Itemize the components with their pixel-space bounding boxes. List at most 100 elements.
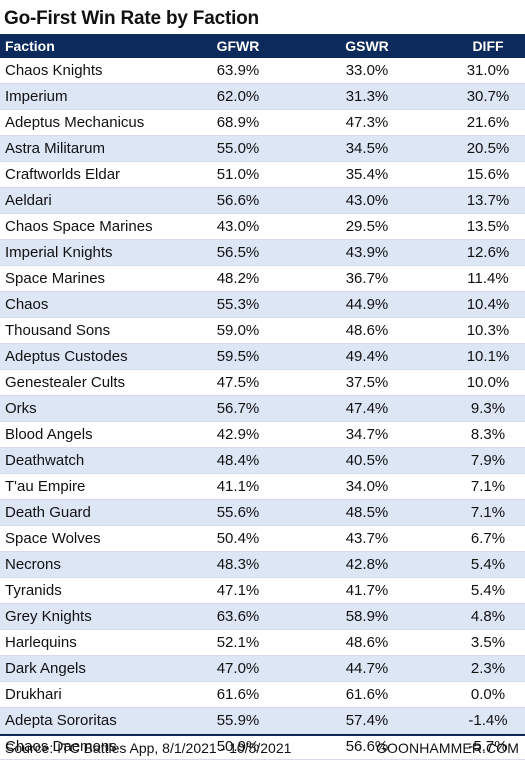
diff-cell: 9.3% (446, 395, 525, 422)
faction-cell: Grey Knights (0, 603, 188, 630)
faction-cell: T'au Empire (0, 473, 188, 500)
gfwr-cell: 68.9% (188, 109, 288, 136)
source-note: Source: ITC Battles App, 8/1/2021 - 10/5… (5, 740, 292, 756)
diff-cell: 13.5% (446, 213, 525, 240)
faction-cell: Aeldari (0, 187, 188, 214)
diff-cell: 10.4% (446, 291, 525, 318)
gswr-cell: 58.9% (288, 603, 446, 630)
gswr-cell: 48.6% (288, 317, 446, 344)
gfwr-cell: 56.5% (188, 239, 288, 266)
faction-cell: Blood Angels (0, 421, 188, 448)
table-row: Blood Angels 42.9% 34.7% 8.3% (0, 421, 525, 448)
table-row: Imperium 62.0% 31.3% 30.7% (0, 83, 525, 110)
table-row: Harlequins 52.1% 48.6% 3.5% (0, 629, 525, 656)
faction-cell: Space Wolves (0, 525, 188, 552)
gswr-cell: 36.7% (288, 265, 446, 292)
gfwr-cell: 61.6% (188, 681, 288, 708)
diff-cell: 4.8% (446, 603, 525, 630)
table-row: Adeptus Mechanicus 68.9% 47.3% 21.6% (0, 109, 525, 136)
table-row: Death Guard 55.6% 48.5% 7.1% (0, 499, 525, 526)
gswr-cell: 40.5% (288, 447, 446, 474)
gswr-cell: 37.5% (288, 369, 446, 396)
gfwr-cell: 42.9% (188, 421, 288, 448)
faction-win-rate-table: Faction GFWR GSWR DIFF Chaos Knights 63.9… (0, 34, 525, 760)
table-row: Chaos Space Marines 43.0% 29.5% 13.5% (0, 213, 525, 240)
gswr-cell: 47.4% (288, 395, 446, 422)
faction-cell: Orks (0, 395, 188, 422)
gswr-cell: 42.8% (288, 551, 446, 578)
table-row: Chaos Knights 63.9% 33.0% 31.0% (0, 58, 525, 84)
diff-cell: 7.1% (446, 473, 525, 500)
faction-cell: Imperium (0, 83, 188, 110)
diff-cell: -5.7% (446, 733, 525, 760)
gswr-cell: 48.5% (288, 499, 446, 526)
gfwr-cell: 55.6% (188, 499, 288, 526)
faction-cell: Adeptus Custodes (0, 343, 188, 370)
diff-cell: 5.4% (446, 551, 525, 578)
table-body: Chaos Knights 63.9% 33.0% 31.0% Imperium 62.0… (0, 58, 525, 760)
gswr-cell: 33.0% (288, 58, 446, 84)
gswr-cell: 29.5% (288, 213, 446, 240)
gfwr-cell: 55.9% (188, 707, 288, 734)
gswr-cell: 34.7% (288, 421, 446, 448)
gswr-cell: 34.5% (288, 135, 446, 162)
gfwr-cell: 47.5% (188, 369, 288, 396)
table-row: Thousand Sons 59.0% 48.6% 10.3% (0, 317, 525, 344)
diff-cell: 13.7% (446, 187, 525, 214)
table-row: Adeptus Custodes 59.5% 49.4% 10.1% (0, 343, 525, 370)
faction-cell: Adepta Sororitas (0, 707, 188, 734)
faction-cell: Drukhari (0, 681, 188, 708)
diff-cell: 12.6% (446, 239, 525, 266)
diff-cell: 10.0% (446, 369, 525, 396)
gswr-cell: 35.4% (288, 161, 446, 188)
faction-cell: Dark Angels (0, 655, 188, 682)
table-row: Imperial Knights 56.5% 43.9% 12.6% (0, 239, 525, 266)
gfwr-cell: 59.0% (188, 317, 288, 344)
table-row: Astra Militarum 55.0% 34.5% 20.5% (0, 135, 525, 162)
faction-cell: Death Guard (0, 499, 188, 526)
gfwr-cell: 56.7% (188, 395, 288, 422)
faction-cell: Chaos Daemons (0, 733, 188, 760)
gfwr-cell: 43.0% (188, 213, 288, 240)
gswr-cell: 61.6% (288, 681, 446, 708)
faction-cell: Craftworlds Eldar (0, 161, 188, 188)
gfwr-cell: 56.6% (188, 187, 288, 214)
gswr-cell: 44.7% (288, 655, 446, 682)
diff-cell: 3.5% (446, 629, 525, 656)
table-row: Space Marines 48.2% 36.7% 11.4% (0, 265, 525, 292)
table-row: Tyranids 47.1% 41.7% 5.4% (0, 577, 525, 604)
gfwr-cell: 41.1% (188, 473, 288, 500)
gfwr-cell: 55.0% (188, 135, 288, 162)
diff-cell: 5.4% (446, 577, 525, 604)
table-row: Space Wolves 50.4% 43.7% 6.7% (0, 525, 525, 552)
gfwr-cell: 48.2% (188, 265, 288, 292)
faction-cell: Tyranids (0, 577, 188, 604)
diff-cell: 8.3% (446, 421, 525, 448)
diff-cell: 7.9% (446, 447, 525, 474)
table-row: Dark Angels 47.0% 44.7% 2.3% (0, 655, 525, 682)
brand-name: GOONHAMMER.COM (376, 740, 519, 756)
table-row: Drukhari 61.6% 61.6% 0.0% (0, 681, 525, 708)
faction-cell: Imperial Knights (0, 239, 188, 266)
diff-cell: 21.6% (446, 109, 525, 136)
faction-cell: Harlequins (0, 629, 188, 656)
faction-column-header: Faction (0, 34, 188, 58)
gfwr-cell: 63.6% (188, 603, 288, 630)
table-row: Adepta Sororitas 55.9% 57.4% -1.4% (0, 707, 525, 734)
gfwr-cell: 62.0% (188, 83, 288, 110)
diff-cell: 6.7% (446, 525, 525, 552)
gswr-cell: 43.7% (288, 525, 446, 552)
faction-cell: Space Marines (0, 265, 188, 292)
gfwr-cell: 47.0% (188, 655, 288, 682)
diff-column-header: DIFF (446, 34, 525, 58)
faction-cell: Chaos Space Marines (0, 213, 188, 240)
gswr-cell: 41.7% (288, 577, 446, 604)
diff-cell: 30.7% (446, 83, 525, 110)
gfwr-cell: 51.0% (188, 161, 288, 188)
faction-cell: Genestealer Cults (0, 369, 188, 396)
diff-cell: 7.1% (446, 499, 525, 526)
gswr-cell: 31.3% (288, 83, 446, 110)
gswr-cell: 43.0% (288, 187, 446, 214)
gfwr-cell: 55.3% (188, 291, 288, 318)
gfwr-cell: 48.3% (188, 551, 288, 578)
